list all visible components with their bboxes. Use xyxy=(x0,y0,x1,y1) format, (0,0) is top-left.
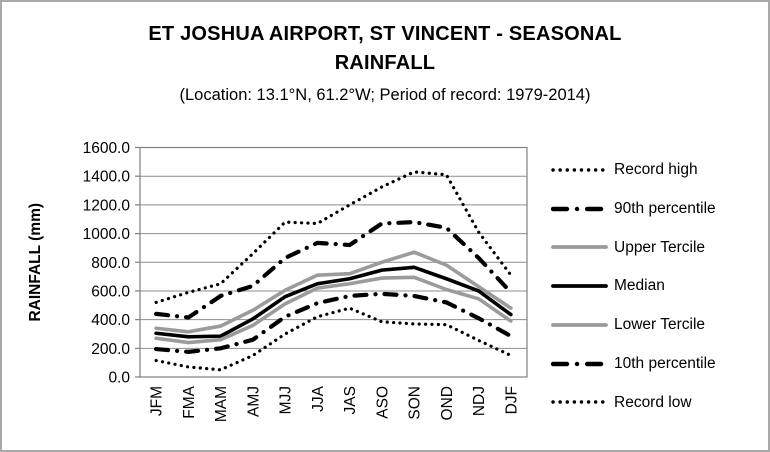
series-line-10th-percentile xyxy=(154,291,513,355)
series-line-90th-percentile xyxy=(154,219,513,320)
legend-line-sample-10th-percentile xyxy=(551,361,608,366)
x-tick-label: DJF xyxy=(503,386,520,414)
legend-item-upper-tercile: Upper Tercile xyxy=(551,238,766,256)
y-axis-title: RAINFALL (mm) xyxy=(27,203,44,322)
x-tick-label: NDJ xyxy=(471,386,488,416)
legend-label-record-low: Record low xyxy=(614,393,692,411)
legend-line-sample-record-high xyxy=(551,168,608,172)
legend-label-lower-tercile: Lower Tercile xyxy=(614,316,706,333)
x-tick-label: JJA xyxy=(310,385,327,412)
y-tick-label: 600.0 xyxy=(91,283,130,300)
y-tick-label: 200.0 xyxy=(91,341,130,358)
chart-title-line1: ET JOSHUA AIRPORT, ST VINCENT - SEASONAL xyxy=(148,23,622,45)
legend-item-median: Median xyxy=(551,278,766,294)
legend-line-sample-upper-tercile xyxy=(551,245,608,250)
x-tick-label: SON xyxy=(407,386,424,420)
y-tick-label: 400.0 xyxy=(91,312,130,329)
y-tick-label: 1400.0 xyxy=(83,169,131,186)
series-line-upper-tercile xyxy=(154,250,513,334)
legend-label-record-high: Record high xyxy=(614,161,698,178)
y-tick-label: 0.0 xyxy=(108,370,130,387)
chart-subtitle: (Location: 13.1°N, 61.2°W; Period of rec… xyxy=(179,86,591,104)
legend-item-10th-percentile: 10th percentile xyxy=(551,356,766,372)
y-tick-label: 1200.0 xyxy=(83,197,131,214)
legend-label-10th-percentile: 10th percentile xyxy=(614,354,716,372)
x-tick-label: MJJ xyxy=(278,386,295,414)
legend-line-sample-lower-tercile xyxy=(551,322,608,327)
legend-label-upper-tercile: Upper Tercile xyxy=(614,238,706,256)
x-tick-label: ASO xyxy=(374,386,391,419)
legend-line-sample-90th-percentile xyxy=(551,206,608,211)
y-tick-label: 1600.0 xyxy=(83,140,131,157)
x-tick-label: JAS xyxy=(342,386,359,414)
legend-line-sample-record-low xyxy=(551,400,608,404)
series-line-record-low xyxy=(154,306,513,372)
x-tick-label: JFM xyxy=(149,386,166,416)
x-tick-label: AMJ xyxy=(245,386,262,417)
legend: Record high 90th percentile Upper Tercile M… xyxy=(551,162,766,410)
y-tick-label: 800.0 xyxy=(91,255,130,272)
chart-title-line2: RAINFALL xyxy=(334,52,436,74)
legend-item-90th-percentile: 90th percentile xyxy=(551,201,766,217)
series-line-median xyxy=(154,265,513,339)
x-tick-label: OND xyxy=(439,386,456,420)
x-tick-label: MAM xyxy=(213,386,230,422)
y-tick-label: 1000.0 xyxy=(83,226,131,243)
series-line-lower-tercile xyxy=(154,275,513,345)
legend-line-sample-median xyxy=(551,284,608,288)
legend-label-median: Median xyxy=(614,277,665,295)
legend-item-record-high: Record high xyxy=(551,162,766,178)
legend-item-lower-tercile: Lower Tercile xyxy=(551,317,766,333)
legend-item-record-low: Record low xyxy=(551,393,766,411)
legend-label-90th-percentile: 90th percentile xyxy=(614,199,716,217)
x-tick-label: FMA xyxy=(181,385,198,418)
